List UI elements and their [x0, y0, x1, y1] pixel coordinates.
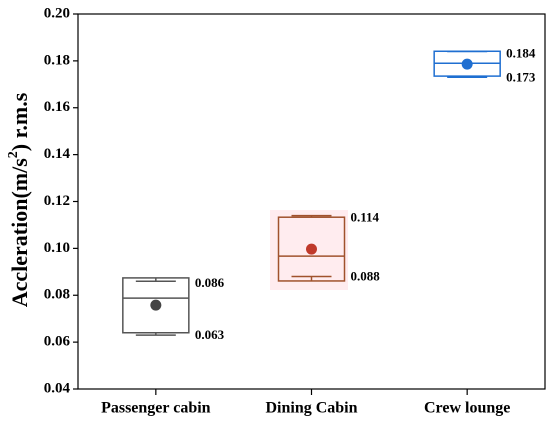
value-label: 0.173 [506, 69, 536, 84]
y-tick-label: 0.06 [44, 334, 71, 350]
y-tick-label: 0.12 [44, 193, 70, 209]
value-label: 0.088 [351, 268, 381, 283]
y-tick-label: 0.16 [44, 99, 71, 115]
y-tick-label: 0.08 [44, 287, 70, 303]
box [277, 216, 346, 282]
value-label: 0.184 [506, 45, 536, 60]
mean [306, 243, 317, 255]
y-label-tail: ) r.m.s [7, 92, 32, 151]
y-tick-label: 0.10 [44, 240, 70, 256]
value-label: 0.114 [351, 210, 380, 225]
y-tick-label: 0.04 [44, 380, 71, 396]
x-tick-label: Dining Cabin [265, 400, 357, 417]
y-tick-label: 0.20 [44, 5, 70, 21]
y-tick-label: 0.18 [44, 52, 70, 68]
x-tick-label: Passenger cabin [101, 400, 211, 417]
y-label-sup: 2 [6, 151, 21, 158]
value-label: 0.063 [195, 327, 225, 342]
box [122, 277, 190, 334]
y-label-main: Accleration(m/s [7, 158, 32, 307]
y-tick-label: 0.14 [44, 146, 71, 162]
mean [461, 58, 473, 70]
mean [150, 299, 162, 311]
y-axis-label: Accleration(m/s2) r.m.s [6, 92, 32, 307]
x-tick-label: Crew lounge [424, 400, 510, 417]
value-label: 0.086 [195, 275, 225, 290]
